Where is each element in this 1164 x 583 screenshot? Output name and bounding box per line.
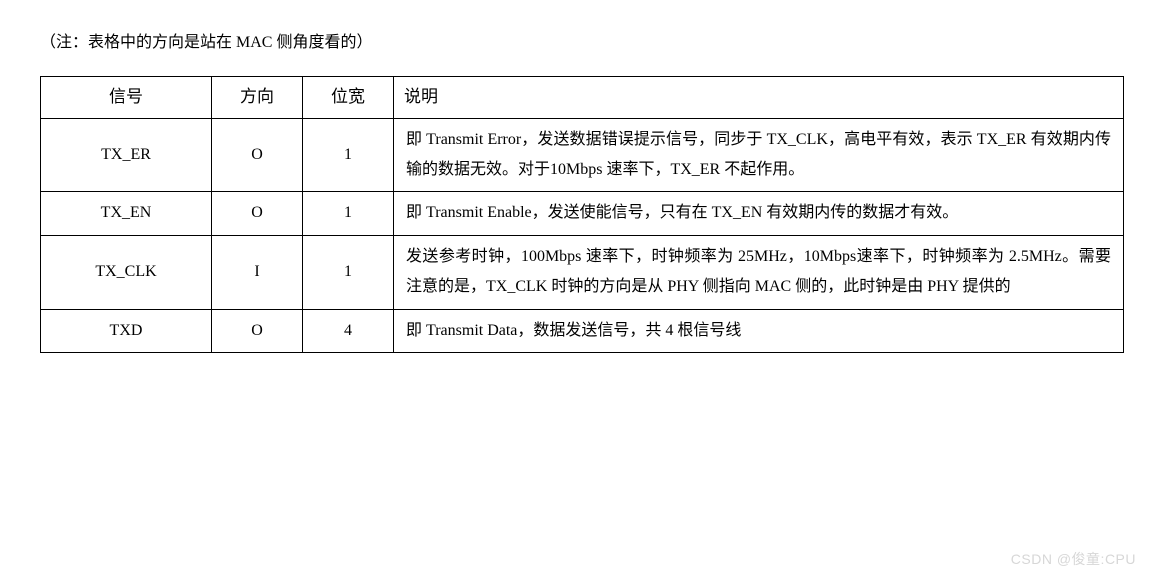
cell-bits: 4 [303, 309, 394, 352]
header-direction: 方向 [212, 77, 303, 118]
cell-bits: 1 [303, 192, 394, 235]
header-bits: 位宽 [303, 77, 394, 118]
cell-bits: 1 [303, 118, 394, 192]
header-desc: 说明 [394, 77, 1124, 118]
table-row: TX_CLK I 1 发送参考时钟，100Mbps 速率下，时钟频率为 25MH… [41, 235, 1124, 309]
note-text: （注：表格中的方向是站在 MAC 侧角度看的） [40, 28, 1124, 58]
watermark-text: CSDN @俊童:CPU [1011, 546, 1136, 573]
cell-signal: TX_EN [41, 192, 212, 235]
cell-desc: 即 Transmit Data，数据发送信号，共 4 根信号线 [394, 309, 1124, 352]
cell-direction: O [212, 309, 303, 352]
table-header-row: 信号 方向 位宽 说明 [41, 77, 1124, 118]
cell-direction: O [212, 118, 303, 192]
header-signal: 信号 [41, 77, 212, 118]
cell-direction: O [212, 192, 303, 235]
cell-desc: 即 Transmit Enable，发送使能信号，只有在 TX_EN 有效期内传… [394, 192, 1124, 235]
table-row: TX_ER O 1 即 Transmit Error，发送数据错误提示信号，同步… [41, 118, 1124, 192]
cell-signal: TX_CLK [41, 235, 212, 309]
signal-table: 信号 方向 位宽 说明 TX_ER O 1 即 Transmit Error，发… [40, 76, 1124, 353]
cell-signal: TX_ER [41, 118, 212, 192]
cell-bits: 1 [303, 235, 394, 309]
cell-direction: I [212, 235, 303, 309]
cell-signal: TXD [41, 309, 212, 352]
cell-desc: 发送参考时钟，100Mbps 速率下，时钟频率为 25MHz，10Mbps速率下… [394, 235, 1124, 309]
table-row: TX_EN O 1 即 Transmit Enable，发送使能信号，只有在 T… [41, 192, 1124, 235]
table-row: TXD O 4 即 Transmit Data，数据发送信号，共 4 根信号线 [41, 309, 1124, 352]
cell-desc: 即 Transmit Error，发送数据错误提示信号，同步于 TX_CLK，高… [394, 118, 1124, 192]
